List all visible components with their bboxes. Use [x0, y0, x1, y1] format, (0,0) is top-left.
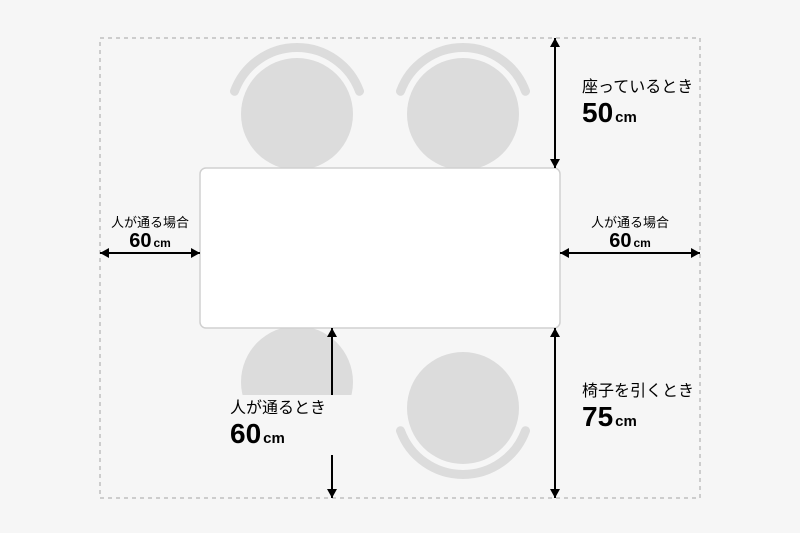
label-pull-chair: 椅子を引くとき — [582, 382, 694, 400]
label-sitting: 座っているとき — [582, 78, 693, 96]
dining-table — [200, 168, 560, 328]
dining-clearance-diagram: 座っているとき50cm椅子を引くとき75cm人が通るとき60cm人が通る場合60… — [0, 0, 800, 533]
label-pass-right: 人が通る場合 — [591, 215, 669, 230]
label-pass-behind: 人が通るとき — [230, 399, 326, 417]
label-pass-left: 人が通る場合 — [111, 215, 189, 230]
